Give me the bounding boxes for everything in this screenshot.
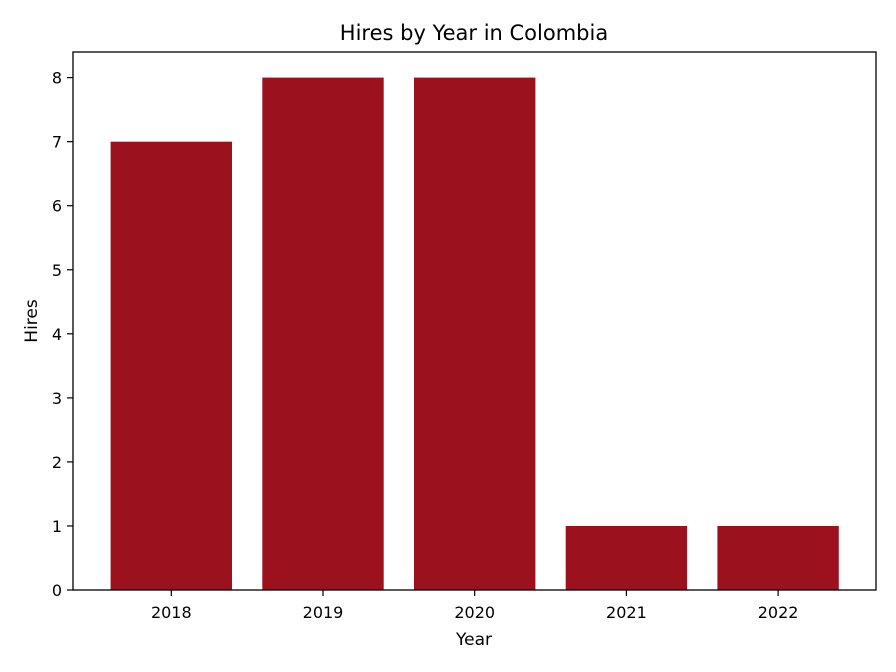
y-tick-label: 0 <box>52 581 62 600</box>
y-tick-label: 5 <box>52 261 62 280</box>
bars-group <box>110 77 839 591</box>
bar-2019 <box>262 77 384 591</box>
y-axis-label: Hires <box>22 299 42 343</box>
bar-2018 <box>110 141 232 590</box>
y-tick-label: 4 <box>52 325 62 344</box>
plot-frame <box>72 51 877 591</box>
y-axis-ticks: 0 1 2 3 4 5 6 7 8 <box>52 69 73 600</box>
x-tick-label: 2022 <box>758 603 799 622</box>
bar-2020 <box>414 77 536 591</box>
x-tick-label: 2019 <box>303 603 344 622</box>
y-tick-label: 8 <box>52 69 62 88</box>
y-tick-label: 2 <box>52 453 62 472</box>
y-tick-label: 3 <box>52 389 62 408</box>
x-axis-label: Year <box>455 630 492 650</box>
y-tick-label: 7 <box>52 133 62 152</box>
y-tick-label: 6 <box>52 197 62 216</box>
x-tick-label: 2020 <box>454 603 495 622</box>
y-tick-label: 1 <box>52 517 62 536</box>
chart-title: Hires by Year in Colombia <box>340 21 608 45</box>
x-tick-label: 2021 <box>606 603 647 622</box>
bar-2022 <box>717 526 839 590</box>
x-axis-ticks: 2018 2019 2020 2021 2022 <box>151 590 799 622</box>
bar-2021 <box>565 526 688 590</box>
x-tick-label: 2018 <box>151 603 192 622</box>
